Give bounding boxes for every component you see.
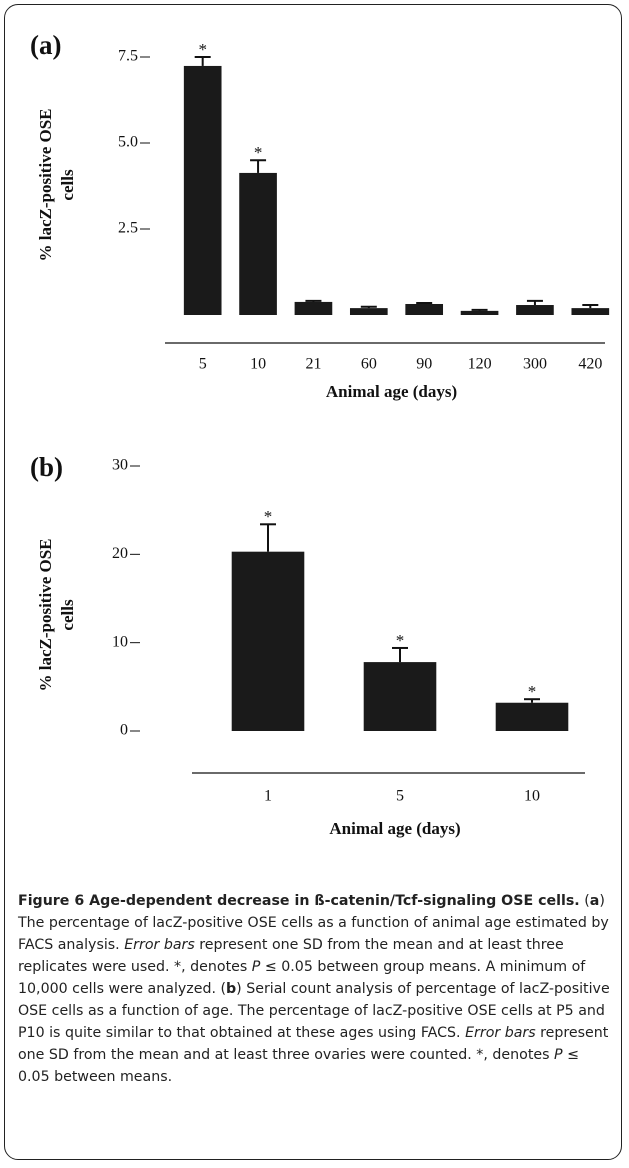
significance-mark: *	[264, 507, 273, 526]
significance-mark: *	[198, 40, 207, 59]
caption-text: ) Serial count analysis of percentage of…	[18, 981, 610, 1041]
caption-text: ≤ 0.05 between group means. A minimum of…	[18, 959, 586, 997]
caption-text: Error bars	[465, 1025, 536, 1041]
significance-mark: *	[528, 682, 537, 701]
y-tick-label: 10	[112, 633, 128, 650]
error-bar	[260, 523, 276, 552]
caption-text: Error bars	[124, 937, 195, 953]
bar	[460, 310, 499, 315]
x-tick-label: 1	[264, 788, 272, 805]
bar	[363, 662, 437, 731]
bar	[495, 702, 569, 731]
y-tick-label: 20	[112, 545, 128, 562]
caption-text: ≤ 0.05 between means.	[18, 1047, 579, 1085]
x-tick-label: 5	[396, 788, 404, 805]
x-tick-label: 120	[468, 356, 492, 373]
x-tick-label: 90	[416, 356, 432, 373]
error-bar	[582, 304, 599, 309]
panel-label: (a)	[30, 30, 61, 60]
error-bar	[194, 56, 211, 66]
caption-text: P	[554, 1047, 563, 1063]
significance-mark: *	[254, 143, 263, 162]
significance-mark: *	[396, 631, 405, 650]
y-tick-label: 30	[112, 457, 128, 474]
bar	[239, 172, 277, 315]
charts: (a)% lacZ-positive OSE cells2.55.07.5Anim…	[30, 30, 610, 838]
error-bar	[524, 698, 540, 703]
y-tick-label: 2.5	[118, 220, 138, 237]
caption-title: Figure 6 Age-dependent decrease in ß-cat…	[18, 893, 580, 909]
y-axis-label: cells	[58, 169, 77, 201]
y-axis-label: % lacZ-positive OSE	[36, 538, 55, 691]
caption-text: ) The percentage of lacZ-positive OSE ce…	[18, 893, 609, 953]
bar	[294, 301, 333, 315]
bar	[571, 308, 610, 315]
bar	[183, 65, 222, 315]
caption-text: a	[589, 893, 600, 909]
error-bar	[392, 646, 408, 663]
error-bar	[360, 305, 377, 309]
error-bar	[416, 301, 433, 304]
x-axis-label: Animal age (days)	[329, 819, 460, 838]
error-bar	[305, 299, 322, 302]
y-axis-label: cells	[58, 599, 77, 631]
y-axis-label: % lacZ-positive OSE	[36, 108, 55, 261]
bar	[231, 551, 305, 731]
bar	[516, 305, 554, 315]
caption-text: b	[226, 981, 237, 997]
caption-text: represent one SD from the mean and at le…	[18, 937, 564, 975]
error-bar	[526, 299, 543, 306]
figure-frame	[4, 4, 622, 1160]
y-tick-label: 7.5	[118, 48, 138, 65]
x-tick-label: 10	[250, 356, 266, 373]
x-tick-label: 60	[361, 356, 377, 373]
y-tick-label: 0	[120, 722, 128, 739]
x-tick-label: 5	[199, 356, 207, 373]
x-tick-label: 21	[305, 356, 321, 373]
x-tick-label: 10	[524, 788, 540, 805]
y-tick-label: 5.0	[118, 134, 138, 151]
caption-text: P	[251, 959, 261, 975]
x-axis-label: Animal age (days)	[326, 382, 457, 401]
error-bar	[250, 159, 267, 173]
x-tick-label: 420	[578, 356, 602, 373]
error-bar	[471, 308, 488, 311]
caption-text: represent one SD from the mean and at le…	[18, 1025, 609, 1063]
panel-label: (b)	[30, 452, 63, 482]
bar	[405, 303, 444, 315]
bar	[349, 308, 388, 315]
x-tick-label: 300	[523, 356, 547, 373]
caption-text: (	[579, 893, 590, 909]
caption: Figure 6 Age-dependent decrease in ß-cat…	[18, 890, 614, 1088]
